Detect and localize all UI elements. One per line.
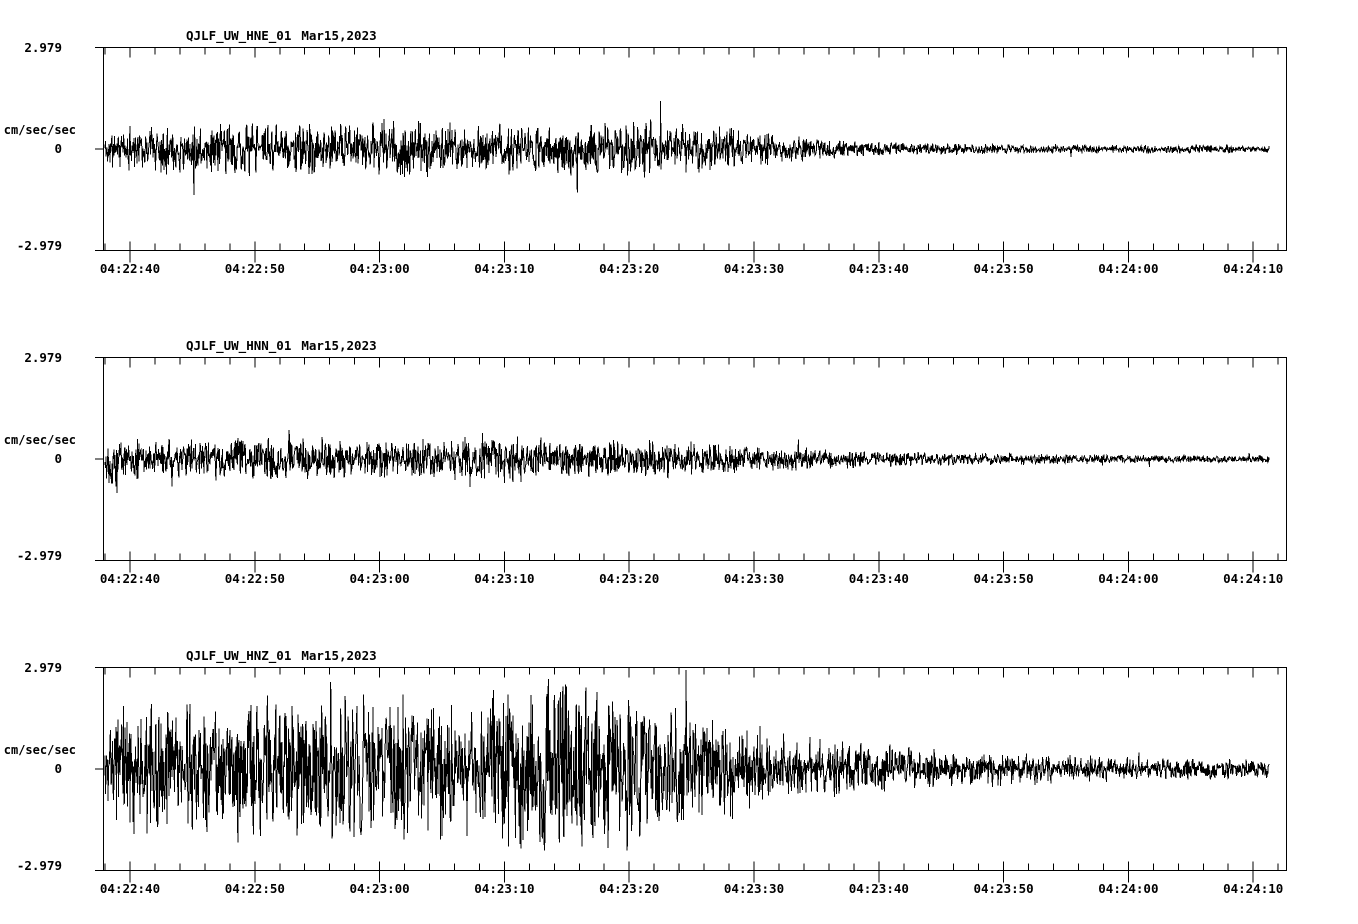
- date-label: Mar15,2023: [301, 28, 377, 43]
- x-tick-label: 04:24:10: [1223, 881, 1284, 896]
- trace-title: QJLF_UW_HNE_01 Mar15,2023: [186, 29, 377, 43]
- x-tick-label: 04:23:20: [599, 881, 660, 896]
- x-tick-label: 04:24:10: [1223, 571, 1284, 586]
- date-label: Mar15,2023: [301, 338, 377, 353]
- seismogram-panel-hnz: QJLF_UW_HNZ_01 Mar15,2023 2.979 cm/sec/se…: [0, 620, 1358, 924]
- x-tick-label: 04:23:00: [349, 881, 410, 896]
- station-channel-label: QJLF_UW_HNN_01: [186, 338, 292, 353]
- x-tick-label: 04:23:10: [474, 881, 535, 896]
- x-tick-label: 04:23:30: [723, 571, 785, 586]
- seismogram-plot: [95, 357, 1287, 573]
- x-tick-label: 04:23:50: [973, 261, 1034, 276]
- x-tick-label: 04:23:00: [349, 571, 410, 586]
- y-min-label: -2.979: [16, 548, 62, 563]
- x-tick-label: 04:22:50: [224, 881, 285, 896]
- seismogram-panel-hnn: QJLF_UW_HNN_01 Mar15,2023 2.979 cm/sec/se…: [0, 310, 1358, 620]
- y-axis-units-label: cm/sec/sec: [3, 123, 76, 137]
- date-label: Mar15,2023: [301, 648, 377, 663]
- x-tick-label: 04:23:50: [973, 571, 1034, 586]
- x-tick-label: 04:22:40: [99, 881, 161, 896]
- trace-title: QJLF_UW_HNN_01 Mar15,2023: [186, 339, 377, 353]
- x-tick-label: 04:24:00: [1098, 881, 1159, 896]
- x-tick-label: 04:24:10: [1223, 261, 1284, 276]
- station-channel-label: QJLF_UW_HNZ_01: [186, 648, 292, 663]
- y-min-label: -2.979: [16, 858, 62, 873]
- x-tick-label: 04:23:30: [723, 881, 785, 896]
- y-max-label: 2.979: [24, 40, 62, 55]
- seismogram-trace: [104, 430, 1270, 494]
- y-zero-label: 0: [54, 451, 62, 466]
- y-zero-label: 0: [54, 761, 62, 776]
- x-tick-label: 04:23:20: [599, 261, 660, 276]
- y-min-label: -2.979: [16, 238, 62, 253]
- y-axis-units-label: cm/sec/sec: [3, 433, 76, 447]
- seismogram-trace: [104, 100, 1270, 195]
- x-tick-label: 04:23:30: [723, 261, 785, 276]
- x-tick-label: 04:22:50: [224, 571, 285, 586]
- seismogram-plot: [95, 667, 1287, 883]
- x-tick-label: 04:22:40: [99, 261, 161, 276]
- x-tick-label: 04:23:20: [599, 571, 660, 586]
- y-max-label: 2.979: [24, 350, 62, 365]
- seismogram-panel-hne: QJLF_UW_HNE_01 Mar15,2023 2.979 cm/sec/se…: [0, 0, 1358, 310]
- x-tick-label: 04:22:40: [99, 571, 161, 586]
- x-tick-label: 04:23:40: [848, 261, 909, 276]
- x-tick-label: 04:22:50: [224, 261, 285, 276]
- x-tick-label: 04:23:10: [474, 261, 535, 276]
- x-tick-label: 04:23:50: [973, 881, 1034, 896]
- x-tick-label: 04:23:40: [848, 881, 909, 896]
- y-max-label: 2.979: [24, 660, 62, 675]
- y-zero-label: 0: [54, 141, 62, 156]
- seismogram-plot: [95, 47, 1287, 263]
- seismogram-trace: [104, 670, 1270, 851]
- y-axis-units-label: cm/sec/sec: [3, 743, 76, 757]
- x-tick-label: 04:24:00: [1098, 261, 1159, 276]
- trace-title: QJLF_UW_HNZ_01 Mar15,2023: [186, 649, 377, 663]
- x-tick-label: 04:24:00: [1098, 571, 1159, 586]
- x-tick-label: 04:23:40: [848, 571, 909, 586]
- x-tick-label: 04:23:10: [474, 571, 535, 586]
- x-tick-label: 04:23:00: [349, 261, 410, 276]
- station-channel-label: QJLF_UW_HNE_01: [186, 28, 292, 43]
